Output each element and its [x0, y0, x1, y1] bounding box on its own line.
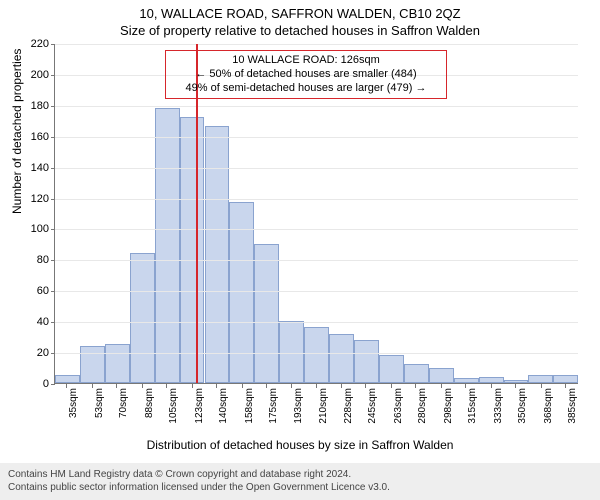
x-tick-label: 193sqm: [293, 388, 304, 424]
y-tick-label: 20: [19, 347, 49, 359]
x-tick-label: 70sqm: [118, 388, 129, 418]
y-tick-label: 200: [19, 69, 49, 81]
x-tick-mark: [316, 384, 317, 388]
x-tick-label: 368sqm: [543, 388, 554, 424]
histogram-bar: [379, 355, 404, 383]
gridline: [55, 291, 578, 292]
histogram-bar: [105, 344, 130, 383]
x-tick-label: 105sqm: [168, 388, 179, 424]
y-tick-label: 80: [19, 254, 49, 266]
annotation-box: 10 WALLACE ROAD: 126sqm ← 50% of detache…: [165, 50, 447, 99]
x-tick-label: 280sqm: [417, 388, 428, 424]
footer-line2: Contains public sector information licen…: [8, 481, 592, 494]
x-tick-mark: [216, 384, 217, 388]
x-tick-mark: [242, 384, 243, 388]
histogram-bar: [553, 375, 578, 383]
y-tick-label: 140: [19, 162, 49, 174]
attribution-footer: Contains HM Land Registry data © Crown c…: [0, 463, 600, 500]
histogram-bar: [304, 327, 329, 383]
annotation-line1: 10 WALLACE ROAD: 126sqm: [172, 54, 440, 68]
x-tick-label: 263sqm: [393, 388, 404, 424]
y-tick-label: 220: [19, 38, 49, 50]
x-tick-label: 35sqm: [68, 388, 79, 418]
histogram-bar: [404, 364, 429, 383]
histogram-bar: [354, 340, 379, 383]
gridline: [55, 260, 578, 261]
chart-title-address: 10, WALLACE ROAD, SAFFRON WALDEN, CB10 2…: [0, 0, 600, 21]
x-tick-label: 350sqm: [517, 388, 528, 424]
x-tick-label: 385sqm: [567, 388, 578, 424]
x-tick-mark: [166, 384, 167, 388]
gridline: [55, 229, 578, 230]
x-tick-label: 210sqm: [318, 388, 329, 424]
histogram-bar: [180, 117, 205, 383]
gridline: [55, 353, 578, 354]
y-tick-label: 180: [19, 100, 49, 112]
x-tick-label: 123sqm: [194, 388, 205, 424]
y-tick-label: 160: [19, 131, 49, 143]
chart-title-subtitle: Size of property relative to detached ho…: [0, 21, 600, 42]
gridline: [55, 137, 578, 138]
gridline: [55, 199, 578, 200]
gridline: [55, 168, 578, 169]
x-tick-label: 315sqm: [467, 388, 478, 424]
x-tick-mark: [391, 384, 392, 388]
x-tick-mark: [515, 384, 516, 388]
x-tick-mark: [441, 384, 442, 388]
histogram-bar: [329, 334, 354, 383]
x-tick-label: 333sqm: [493, 388, 504, 424]
x-tick-label: 298sqm: [443, 388, 454, 424]
x-tick-mark: [465, 384, 466, 388]
x-tick-mark: [266, 384, 267, 388]
x-tick-mark: [541, 384, 542, 388]
histogram-bar: [528, 375, 553, 383]
histogram-bar: [205, 126, 230, 383]
x-tick-label: 140sqm: [218, 388, 229, 424]
x-tick-mark: [92, 384, 93, 388]
histogram-bar: [55, 375, 80, 383]
plot-area: 10 WALLACE ROAD: 126sqm ← 50% of detache…: [54, 44, 578, 384]
gridline: [55, 106, 578, 107]
histogram-bar: [504, 380, 529, 383]
y-tick-label: 100: [19, 223, 49, 235]
annotation-line3: 49% of semi-detached houses are larger (…: [172, 82, 440, 96]
y-tick-label: 120: [19, 193, 49, 205]
x-tick-label: 245sqm: [367, 388, 378, 424]
x-axis-label: Distribution of detached houses by size …: [0, 438, 600, 452]
x-tick-mark: [565, 384, 566, 388]
histogram-bar: [479, 377, 504, 383]
chart-area: 10 WALLACE ROAD: 126sqm ← 50% of detache…: [54, 44, 578, 414]
x-tick-label: 53sqm: [94, 388, 105, 418]
x-tick-label: 88sqm: [144, 388, 155, 418]
histogram-bar: [155, 108, 180, 383]
gridline: [55, 44, 578, 45]
annotation-line2: ← 50% of detached houses are smaller (48…: [172, 68, 440, 82]
x-tick-label: 158sqm: [244, 388, 255, 424]
histogram-bar: [80, 346, 105, 383]
gridline: [55, 322, 578, 323]
y-tick-label: 60: [19, 285, 49, 297]
histogram-bar: [254, 244, 279, 383]
footer-line1: Contains HM Land Registry data © Crown c…: [8, 468, 592, 481]
x-tick-mark: [192, 384, 193, 388]
histogram-bar: [130, 253, 155, 383]
x-tick-label: 228sqm: [343, 388, 354, 424]
histogram-bar: [454, 378, 479, 383]
y-tick-label: 40: [19, 316, 49, 328]
x-tick-label: 175sqm: [268, 388, 279, 424]
histogram-bar: [429, 368, 454, 383]
x-tick-mark: [491, 384, 492, 388]
x-tick-mark: [142, 384, 143, 388]
y-tick-label: 0: [19, 378, 49, 390]
